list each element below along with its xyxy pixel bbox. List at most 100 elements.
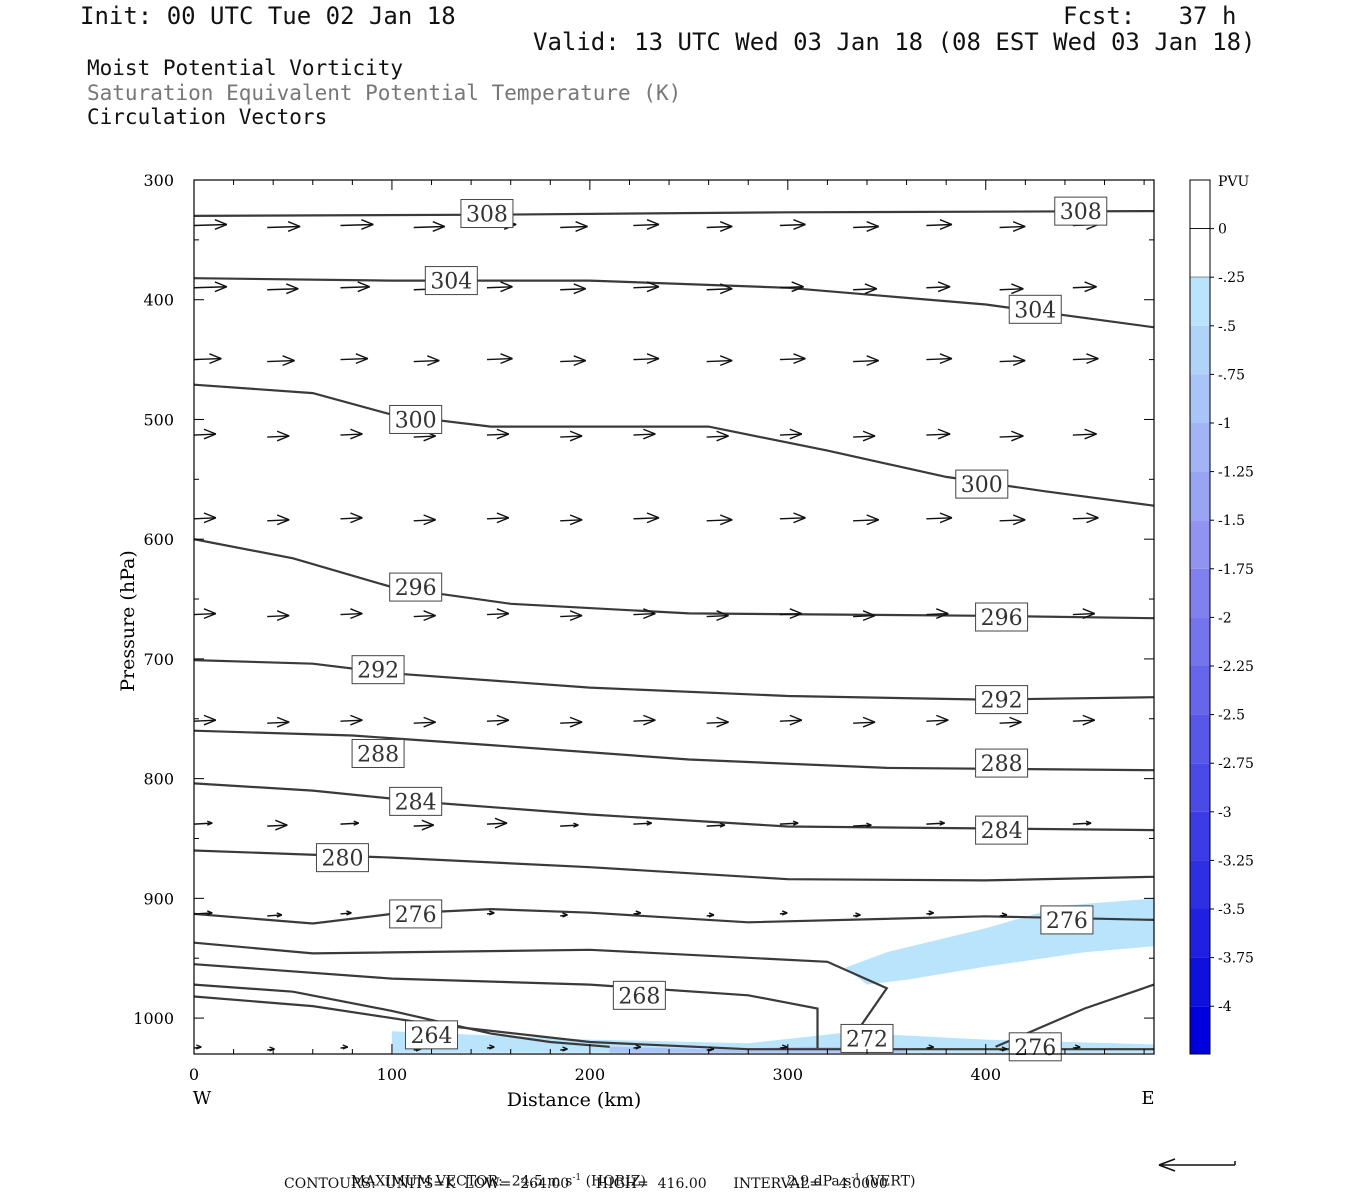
vector-3-8 [779,428,803,440]
vector-2-5 [560,355,587,367]
colorbar-label-10: -2.5 [1218,708,1245,724]
vector-7-12 [1072,820,1092,826]
vector-1-0 [193,281,228,293]
colorbar-swatch-6 [1190,471,1210,521]
vector-5-0 [193,608,217,620]
contour-label-12: 284 [395,790,437,815]
vector-0-0 [193,219,228,230]
vector-1-8 [779,281,804,293]
contour-label-0: 308 [466,203,508,228]
contour-300-2 [194,383,1154,507]
colorbar-swatch-17 [1190,1006,1210,1054]
colorbar-unit: PVU [1218,174,1250,190]
vector-6-1 [267,716,290,728]
vector-7-5 [560,822,579,828]
vector-8-6 [633,910,641,916]
vector-2-11 [999,355,1026,367]
colorbar-swatch-4 [1190,374,1210,423]
colorbar-swatch-3 [1190,325,1210,375]
contour-308-0 [194,210,1154,217]
vector-0-5 [560,221,588,232]
y-tick-label-900: 900 [143,889,174,908]
colorbar: PVU 0 -.25 -.5 -.75 -1 -1.25 -1.5 -1.75 -2 -2.25 -2… [1189,174,1254,1055]
vector-0-3 [413,221,446,232]
vector-8-4 [486,910,495,916]
vector-3-6 [633,428,656,440]
contour-label-20: 276 [1014,1036,1056,1061]
vector-0-8 [779,219,806,230]
vector-4-1 [267,514,290,526]
vector-9-5 [560,1046,568,1052]
vector-8-10 [926,910,934,916]
vector-3-12 [1072,428,1097,440]
vector-4-2 [340,512,363,524]
y-tick-label-500: 500 [143,410,174,429]
contour-label-15: 276 [395,903,437,928]
contour-label-layer: 308 308 304 304 300 300 296 296 292 292 288 288 284 2… [315,196,1108,1062]
contour-label-box-7 [975,602,1029,632]
vector-1-2 [340,281,370,293]
vector-1-12 [1072,281,1097,293]
contour-276-8 [194,907,1154,925]
vector-8-11 [999,912,1008,918]
vector-3-10 [926,428,951,440]
vector-5-9 [853,610,876,622]
vector-0-1 [267,221,301,232]
vector-2-6 [633,353,660,365]
colorbar-label-4: -1 [1218,416,1232,432]
vector-8-8 [779,910,788,916]
contour-label-4: 300 [395,408,437,433]
contour-label-box-8 [351,655,405,685]
x-tick-label-0: 0 [189,1065,199,1084]
colorbar-label-16: -4 [1218,999,1232,1015]
field-title-mpv: Moist Potential Vorticity [87,56,404,80]
vector-8-5 [560,912,568,918]
contour-label-box-4 [389,404,443,434]
vector-6-10 [926,714,949,726]
vector-7-8 [779,820,799,826]
contour-label-11: 288 [981,752,1023,777]
contour-label-box-5 [955,469,1009,499]
x-tick-label-400: 400 [970,1065,1001,1084]
y-tick-label-1000: 1000 [133,1009,174,1028]
contour-label-5: 300 [961,473,1003,498]
vector-4-5 [560,514,583,526]
vector-6-4 [486,714,510,726]
contour-label-2: 304 [430,270,472,295]
contour-label-box-2 [424,266,478,296]
vector-1-1 [267,283,299,295]
y-tick-label-400: 400 [143,291,174,310]
colorbar-swatch-9 [1190,617,1210,666]
field-title-theta-es: Saturation Equivalent Potential Temperat… [87,81,682,105]
init-time: Init: 00 UTC Tue 02 Jan 18 [80,2,456,30]
vector-1-10 [926,281,951,293]
contour-label-18: 264 [411,1024,453,1049]
contour-label-box-14 [315,843,369,873]
vector-9-10 [926,1044,934,1050]
colorbar-label-9: -2.25 [1218,659,1254,675]
vector-4-7 [706,514,733,526]
vector-5-5 [560,610,583,622]
colorbar-swatch-10 [1190,666,1210,715]
vector-4-3 [413,514,436,526]
contour-label-17: 268 [618,984,660,1009]
plot-frame [193,179,1155,1055]
axes-layer: 300 400 500 600 700 800 900 1000 0 100 200 300 400 Di… [117,171,1155,1111]
vector-4-8 [779,512,806,524]
colorbar-swatch-8 [1190,568,1210,618]
vector-7-3 [413,819,435,831]
contour-label-box-18 [405,1020,459,1050]
contour-284-6 [194,782,1154,832]
colorbar-label-1: -.25 [1218,270,1245,286]
vector-2-12 [1072,353,1099,365]
vector-6-5 [560,716,583,728]
vector-5-6 [633,608,656,620]
vector-6-7 [706,716,729,728]
contour-label-box-16 [1040,905,1094,935]
vector-layer [193,219,1099,1052]
vector-7-6 [633,820,652,826]
vector-6-3 [413,716,436,728]
vector-7-4 [486,817,508,829]
contour-label-box-11 [975,748,1029,778]
